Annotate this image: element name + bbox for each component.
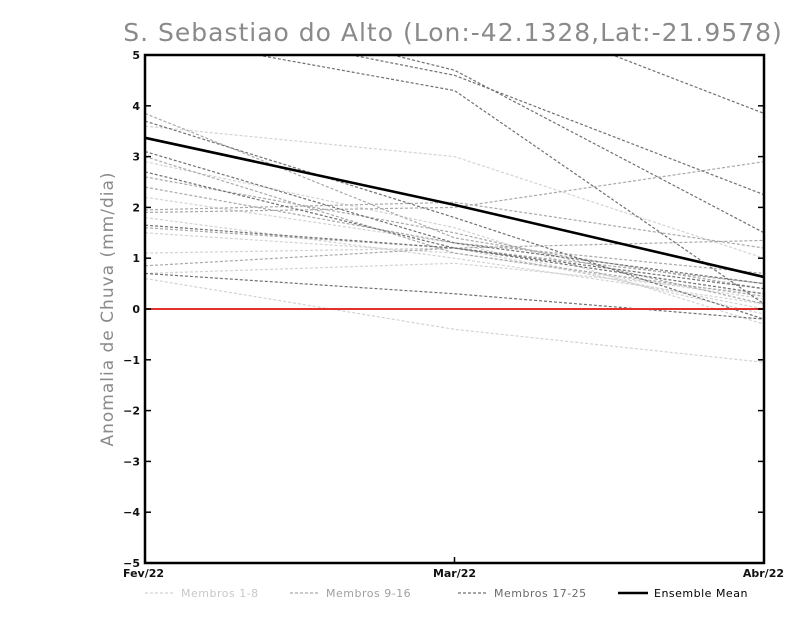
chart-title: S. Sebastiao do Alto (Lon:-42.1328,Lat:-…	[123, 18, 783, 47]
x-axis-ticks: Fev/22 Mar/22 Abr/22	[123, 557, 784, 580]
y-tick-label: 0	[132, 303, 140, 316]
member-line-25	[610, 55, 764, 114]
legend-label: Membros 17-25	[494, 587, 587, 600]
member-line-6	[145, 232, 764, 300]
member-line-17	[348, 55, 764, 196]
member-line-11	[145, 186, 764, 275]
member-line-1	[145, 262, 764, 295]
member-line-8	[145, 161, 764, 325]
y-tick-label: 4	[132, 100, 140, 113]
member-line-13	[145, 176, 764, 305]
member-line-21	[145, 272, 764, 320]
y-tick-label: 3	[132, 151, 140, 164]
y-tick-label: 2	[132, 201, 140, 214]
member-line-9	[145, 112, 764, 290]
x-tick-label: Abr/22	[743, 567, 784, 580]
legend: Membros 1-8 Membros 9-16 Membros 17-25 Ense…	[145, 587, 748, 600]
member-line-3	[145, 277, 764, 363]
y-tick-label: −4	[123, 506, 140, 519]
y-tick-label: 5	[132, 49, 140, 62]
x-tick-label: Mar/22	[433, 567, 476, 580]
legend-label: Membros 9-16	[326, 587, 411, 600]
member-line-18	[390, 55, 764, 234]
x-tick-label: Fev/22	[123, 567, 164, 580]
member-line-23	[145, 171, 764, 295]
member-line-2	[145, 216, 764, 305]
member-line-4	[145, 247, 764, 310]
y-tick-label: 1	[132, 252, 140, 265]
y-axis-label: Anomalia de Chuva (mm/dia)	[98, 171, 118, 446]
member-line-14	[145, 201, 764, 249]
member-line-19	[145, 120, 764, 320]
y-axis-ticks: 5 4 3 2 1 0 −1 −2 −3 −4 −5	[123, 49, 764, 570]
member-lines	[145, 55, 764, 363]
y-tick-label: −3	[123, 455, 140, 468]
member-line-20	[145, 150, 764, 285]
legend-label: Ensemble Mean	[654, 587, 748, 600]
y-tick-label: −5	[123, 557, 140, 570]
y-tick-label: −2	[123, 405, 140, 418]
legend-label: Membros 1-8	[181, 587, 259, 600]
member-line-15	[145, 156, 764, 297]
member-line-22	[145, 224, 764, 290]
y-tick-label: −1	[123, 354, 140, 367]
ensemble-mean-line	[144, 136, 765, 279]
member-line-24	[254, 55, 764, 305]
member-line-7	[145, 125, 764, 259]
